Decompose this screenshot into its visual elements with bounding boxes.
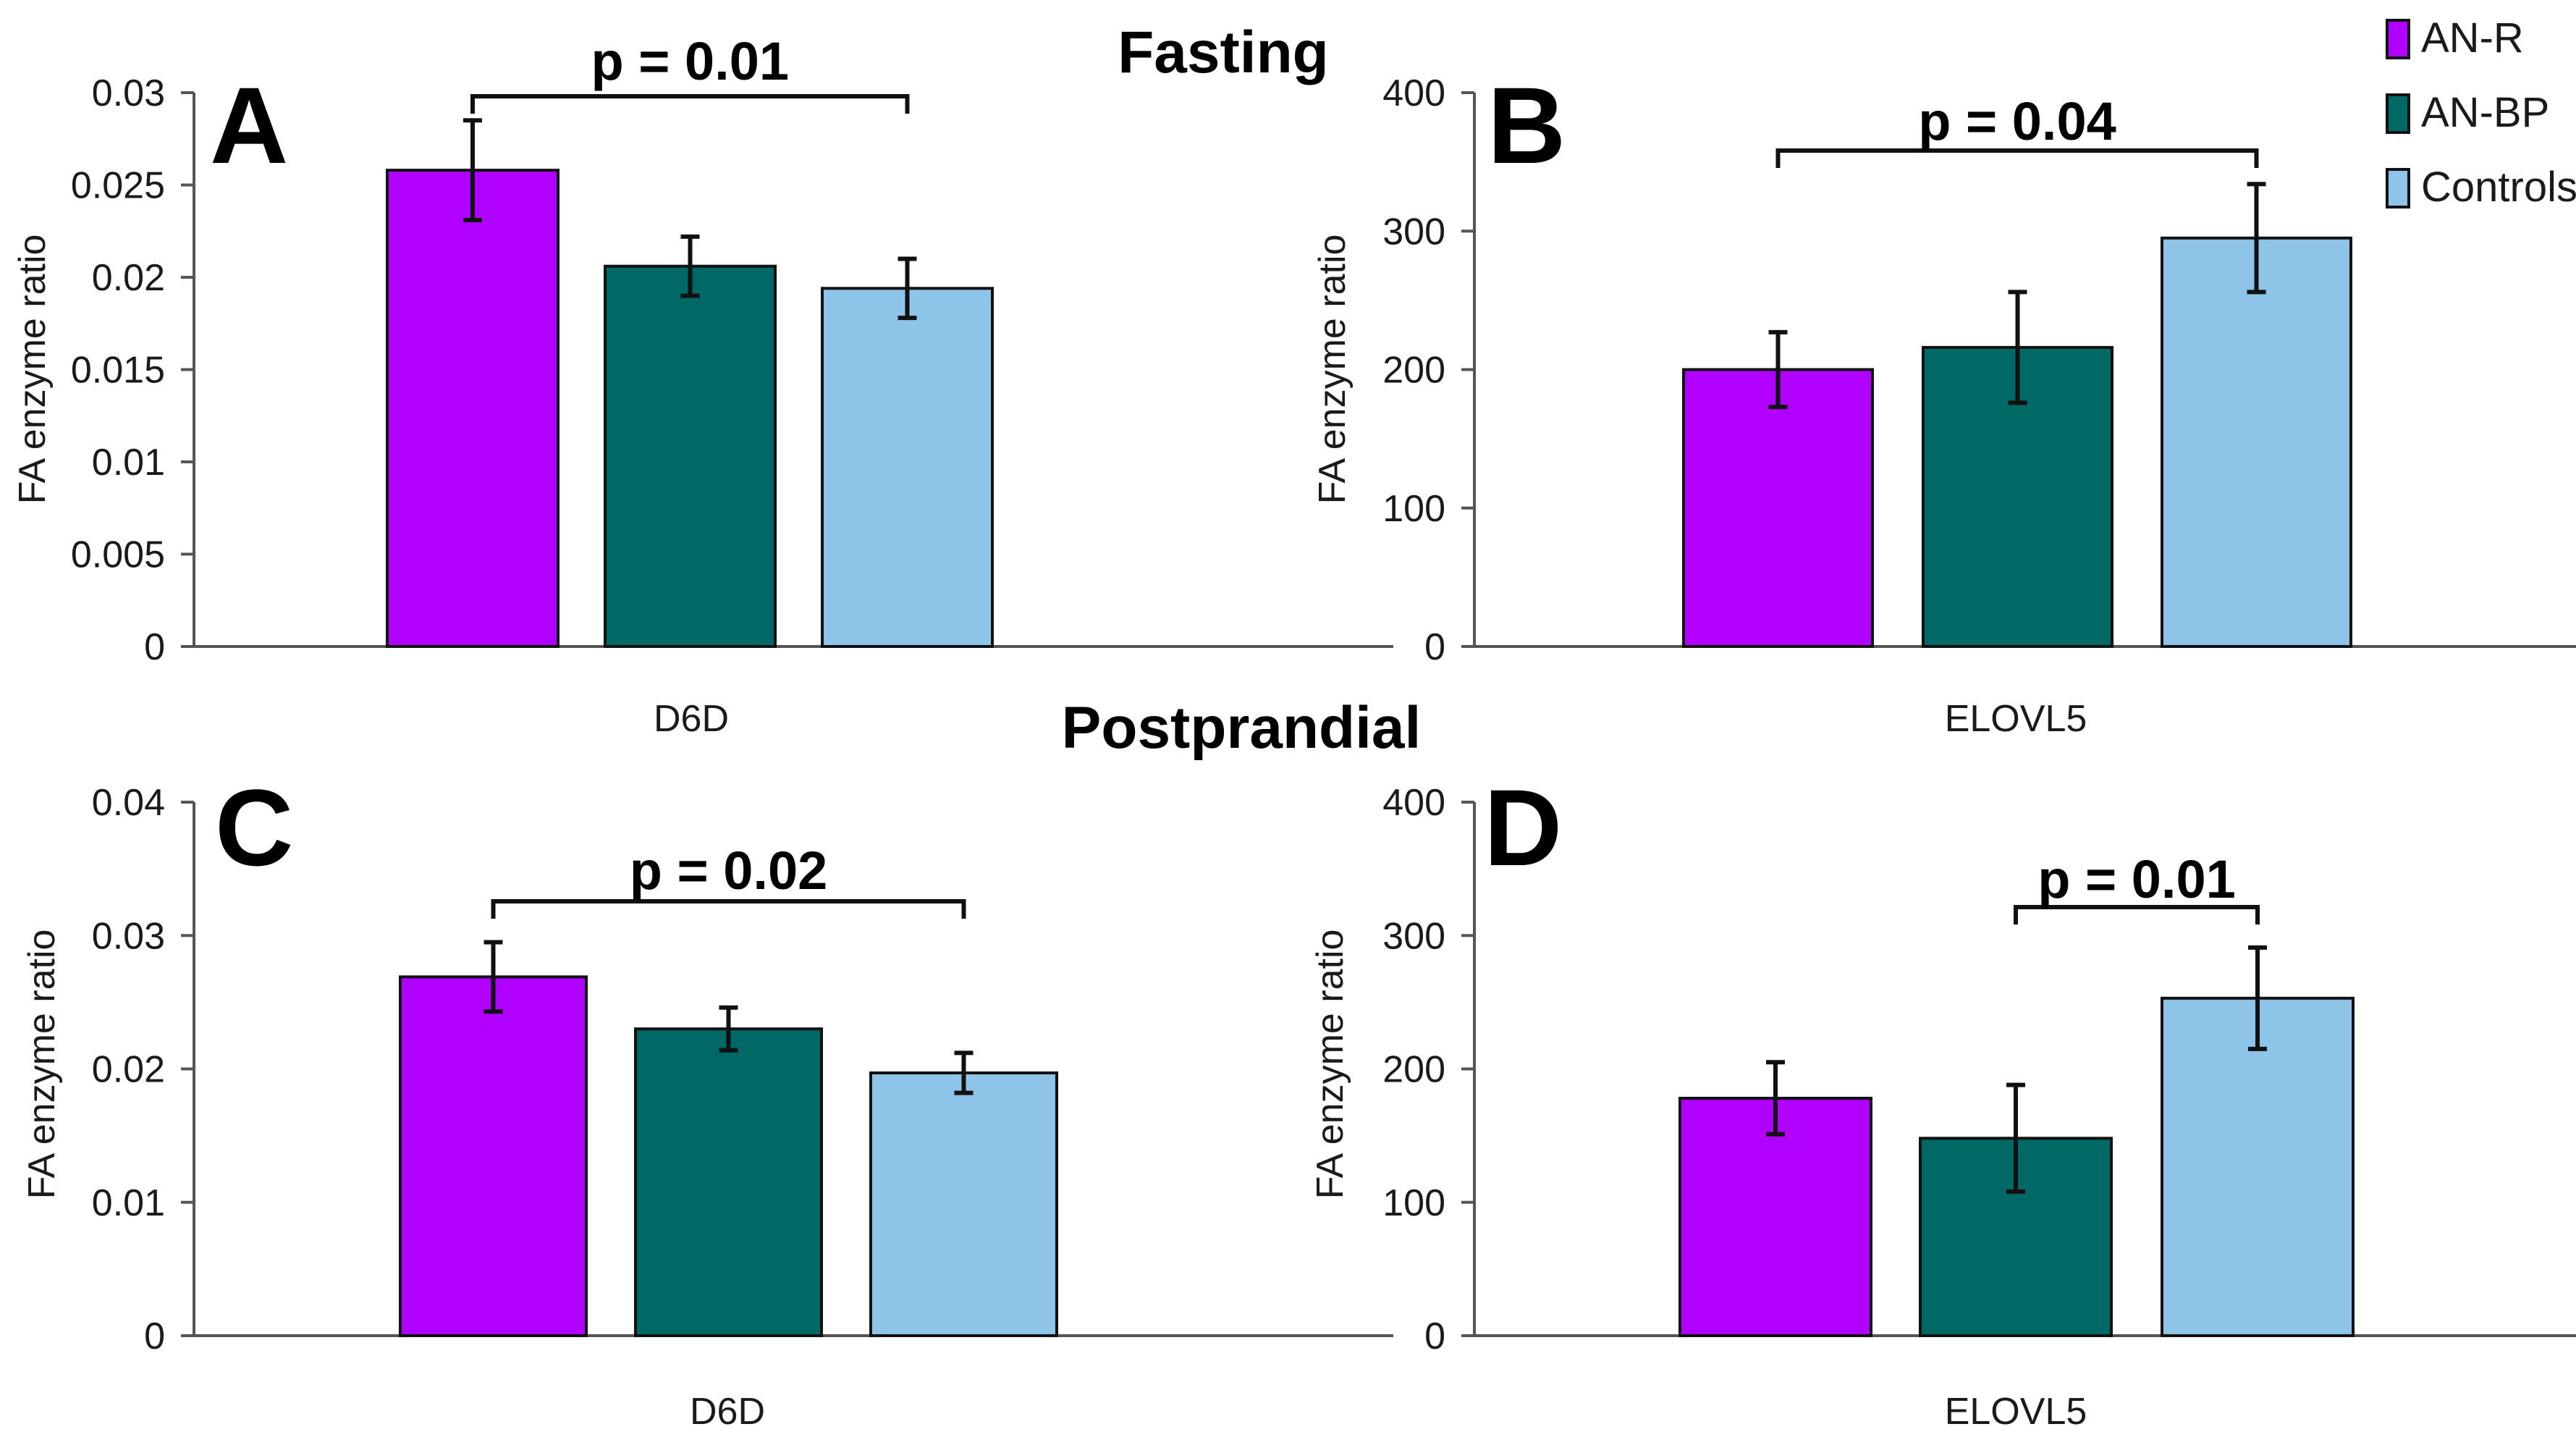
bar-controls — [869, 1071, 1058, 1337]
bar-an-r — [1682, 368, 1874, 648]
significance-bracket — [2014, 905, 2260, 924]
y-tick-label: 0.04 — [92, 782, 165, 824]
panel-D: 0 100 200 300 400 FA enzyme ratio ELOVL5 p = 0.… — [1309, 767, 2576, 1433]
y-tick-label: 0 — [144, 626, 165, 668]
y-tick-label: 400 — [1382, 72, 1445, 114]
bar-controls — [2161, 996, 2355, 1338]
significance-bracket — [1775, 148, 2259, 168]
y-axis-label: FA enzyme ratio — [12, 235, 54, 505]
y-tick-label: 400 — [1382, 782, 1445, 824]
bar-an-r — [1678, 1097, 1872, 1338]
y-axis-label: FA enzyme ratio — [1309, 930, 1351, 1200]
bar-an-bp — [604, 264, 777, 648]
legend-swatch-an-bp — [2386, 93, 2410, 134]
bar-controls — [821, 287, 994, 648]
panel-A: 0 0.005 0.01 0.015 0.02 0.025 0.03 FA enzyme ra… — [12, 31, 1393, 740]
p-value-label: p = 0.01 — [2037, 849, 2236, 909]
y-tick-label: 0.02 — [92, 1049, 165, 1091]
y-tick-label: 0 — [1424, 1315, 1445, 1357]
y-tick-label: 0.01 — [92, 442, 165, 484]
panel-letter: D — [1484, 767, 1562, 888]
significance-bracket — [470, 94, 910, 114]
bar-an-r — [399, 975, 588, 1338]
bar-an-bp — [634, 1027, 823, 1337]
legend-swatch-an-r — [2386, 19, 2410, 59]
panel-B: 0 100 200 300 400 FA enzyme ratio ELOVL5 p = 0.… — [1312, 64, 2576, 740]
legend-label: AN-BP — [2421, 89, 2549, 136]
x-category-label: D6D — [654, 698, 729, 740]
x-category-label: ELOVL5 — [1945, 1391, 2087, 1433]
y-tick-label: 0 — [1424, 626, 1445, 668]
p-value-label: p = 0.04 — [1918, 91, 2116, 151]
y-tick-label: 300 — [1382, 915, 1445, 957]
legend-label: AN-R — [2421, 14, 2524, 62]
y-tick-label: 0.02 — [92, 257, 165, 299]
y-tick-label: 0 — [144, 1315, 165, 1357]
bar-an-r — [386, 169, 559, 649]
y-tick-label: 0.015 — [71, 350, 165, 392]
y-axis-label: FA enzyme ratio — [21, 930, 63, 1200]
bar-controls — [2161, 236, 2352, 648]
y-axis-label: FA enzyme ratio — [1312, 235, 1354, 505]
x-category-label: ELOVL5 — [1945, 698, 2087, 740]
y-tick-label: 100 — [1382, 488, 1445, 530]
section-title-fasting: Fasting — [1118, 20, 1329, 85]
panel-letter: B — [1487, 64, 1566, 186]
y-tick-label: 0.025 — [71, 165, 165, 207]
legend-swatch-controls — [2386, 168, 2410, 208]
panel-letter: C — [215, 767, 293, 888]
section-title-postprandial: Postprandial — [1062, 695, 1422, 761]
p-value-label: p = 0.01 — [591, 31, 789, 91]
y-tick-label: 100 — [1382, 1182, 1445, 1224]
significance-bracket — [491, 899, 966, 919]
panel-letter: A — [210, 64, 288, 186]
x-category-label: D6D — [690, 1391, 765, 1433]
y-tick-label: 0.005 — [71, 534, 165, 576]
y-tick-label: 300 — [1382, 211, 1445, 253]
legend: AN-R AN-BP Controls — [2386, 14, 2576, 211]
panel-C: 0 0.01 0.02 0.03 0.04 FA enzyme ratio D6D p = 0… — [21, 767, 1393, 1433]
y-tick-label: 0.03 — [92, 915, 165, 957]
y-tick-label: 0.03 — [92, 72, 165, 114]
p-value-label: p = 0.02 — [630, 841, 828, 901]
y-tick-label: 200 — [1382, 1049, 1445, 1091]
legend-label: Controls — [2421, 164, 2576, 211]
y-tick-label: 0.01 — [92, 1182, 165, 1224]
y-tick-label: 200 — [1382, 350, 1445, 392]
